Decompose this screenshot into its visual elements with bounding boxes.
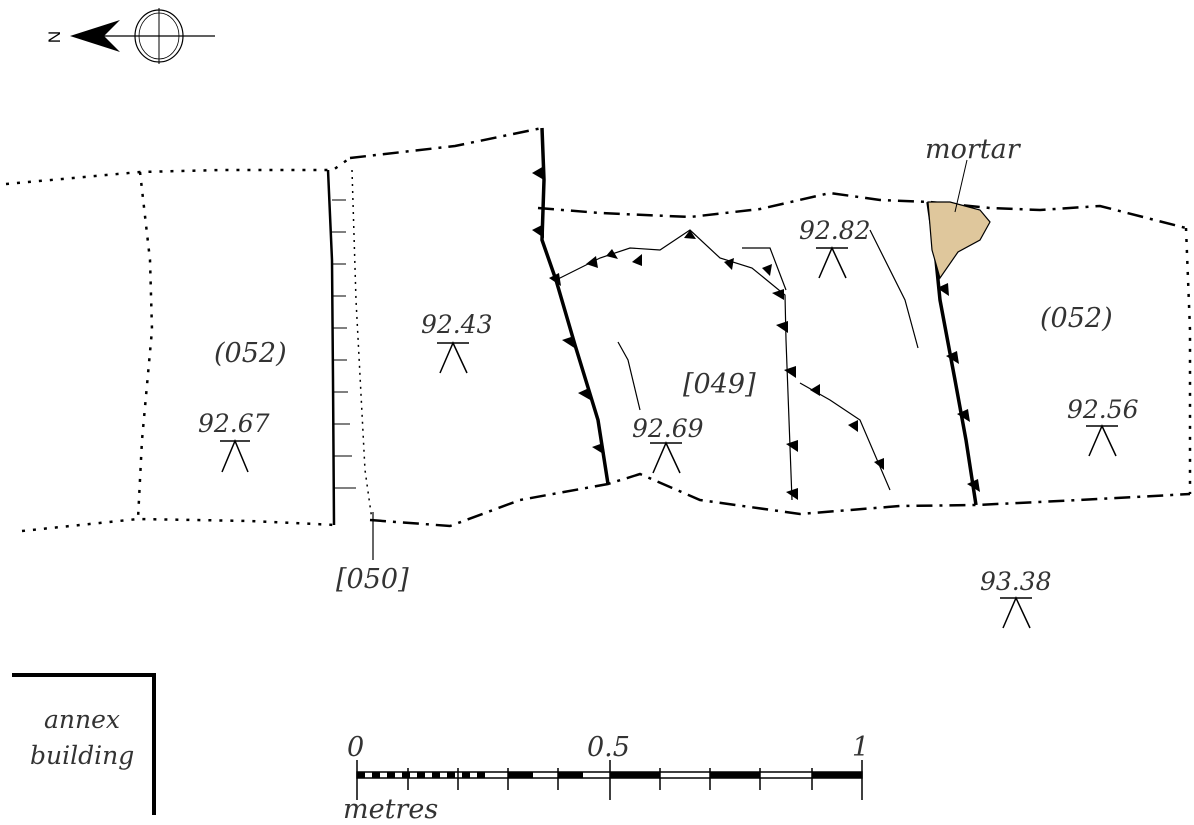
trench-division-2	[1184, 227, 1192, 494]
scale-tick-label: 0.5	[587, 732, 630, 763]
level-value: 93.38	[980, 567, 1052, 596]
trench-edge-bottom-left	[21, 517, 337, 533]
level-marker: 92.56	[1067, 395, 1139, 457]
level-value: 92.82	[799, 216, 871, 245]
level-value: 92.69	[632, 414, 704, 443]
scale-tick-label: 1	[852, 732, 869, 763]
label-mortar: mortar	[925, 134, 1022, 165]
trench-outline	[5, 126, 1192, 533]
scale-tick-label: 0	[347, 732, 364, 763]
scale-unit-label: metres	[343, 794, 438, 825]
trench-edge-top-right	[537, 191, 1187, 230]
label-context-052-right: (052)	[1040, 303, 1113, 334]
level-marker: 92.69	[632, 414, 704, 474]
north-letter: N	[45, 31, 64, 43]
label-context-052-left: (052)	[214, 338, 287, 369]
mortar-patch	[927, 159, 991, 280]
north-arrow-head-icon	[70, 20, 120, 52]
annex-label-line2: building	[30, 741, 134, 770]
label-cut-049: [049]	[683, 369, 756, 400]
level-value: 92.43	[421, 310, 493, 339]
cut-line-left	[532, 127, 610, 485]
trench-edge-top-mid	[349, 126, 543, 160]
level-value: 92.67	[198, 409, 270, 438]
label-cut-050: [050]	[336, 564, 409, 595]
annex-building: annex building	[12, 673, 156, 815]
level-marker: 93.38	[980, 567, 1052, 629]
scale-bar: 0 0.5 1 metres	[343, 732, 869, 825]
feature-050	[326, 169, 374, 560]
cut-049-hachures	[586, 230, 884, 500]
trench-edge-bottom-right	[369, 472, 1191, 528]
trench-division-1	[136, 171, 154, 520]
cut-049-edges	[555, 229, 919, 501]
north-arrow: N	[45, 8, 215, 64]
leader-mortar	[954, 159, 968, 213]
trench-edge-top-left	[5, 156, 351, 186]
annex-label-line1: annex	[44, 705, 120, 734]
level-marker: 92.67	[198, 409, 270, 473]
level-value: 92.56	[1067, 395, 1139, 424]
level-marker: 92.82	[799, 216, 871, 279]
level-marker: 92.43	[421, 310, 493, 374]
